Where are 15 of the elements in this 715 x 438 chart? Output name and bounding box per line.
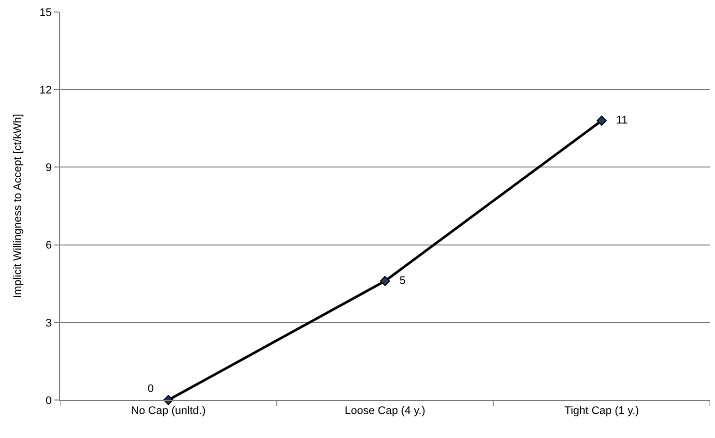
point [380,276,390,286]
y-tick-label: 6 [46,240,52,252]
data-label: 5 [390,274,415,287]
y-axis-title: Implicit Willingness to Accept [ct/kWh] [12,114,24,298]
y-tick-label: 0 [46,394,52,407]
point [596,116,607,126]
y-tick-label: 9 [46,162,52,174]
x-tick-label: No Cap (unltd.) [131,405,206,418]
y-tick-label: 15 [40,6,52,19]
x-tick-label: Tight Cap (1 y.) [564,405,639,418]
y-tick-label: 12 [40,84,52,96]
data-label: 11 [607,114,637,126]
y-tick-label: 3 [46,317,52,330]
x-tick-label: Loose Cap (4 y.) [344,405,426,418]
data-label: 0 [138,382,163,395]
